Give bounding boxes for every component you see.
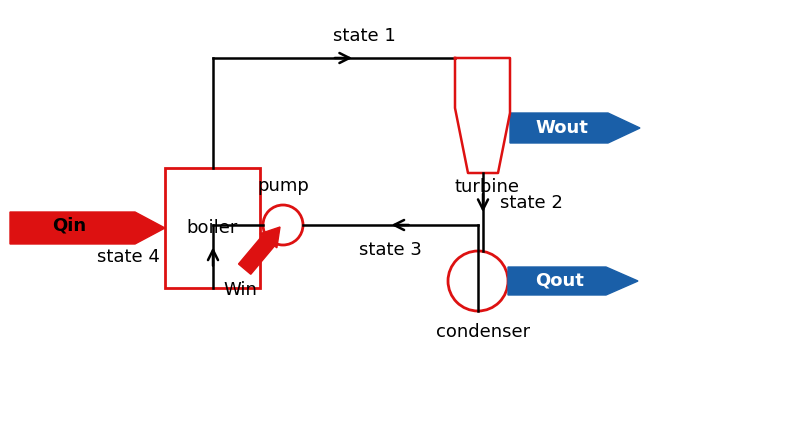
Circle shape — [448, 251, 508, 311]
FancyArrow shape — [510, 113, 640, 143]
Text: condenser: condenser — [436, 323, 530, 341]
Text: state 4: state 4 — [97, 248, 160, 265]
Text: state 2: state 2 — [500, 194, 563, 212]
Circle shape — [263, 205, 303, 245]
Text: state 1: state 1 — [333, 27, 395, 45]
Text: Wout: Wout — [535, 119, 589, 137]
Text: Qin: Qin — [52, 216, 86, 234]
Text: Qout: Qout — [535, 272, 585, 290]
Text: boiler: boiler — [187, 219, 238, 237]
FancyArrow shape — [508, 267, 638, 295]
FancyArrow shape — [10, 212, 165, 244]
Text: Win: Win — [223, 281, 257, 299]
Bar — [165, 168, 260, 288]
Text: turbine: turbine — [455, 178, 520, 196]
Text: state 3: state 3 — [358, 241, 422, 259]
FancyArrow shape — [238, 227, 280, 274]
Text: pump: pump — [257, 177, 309, 195]
